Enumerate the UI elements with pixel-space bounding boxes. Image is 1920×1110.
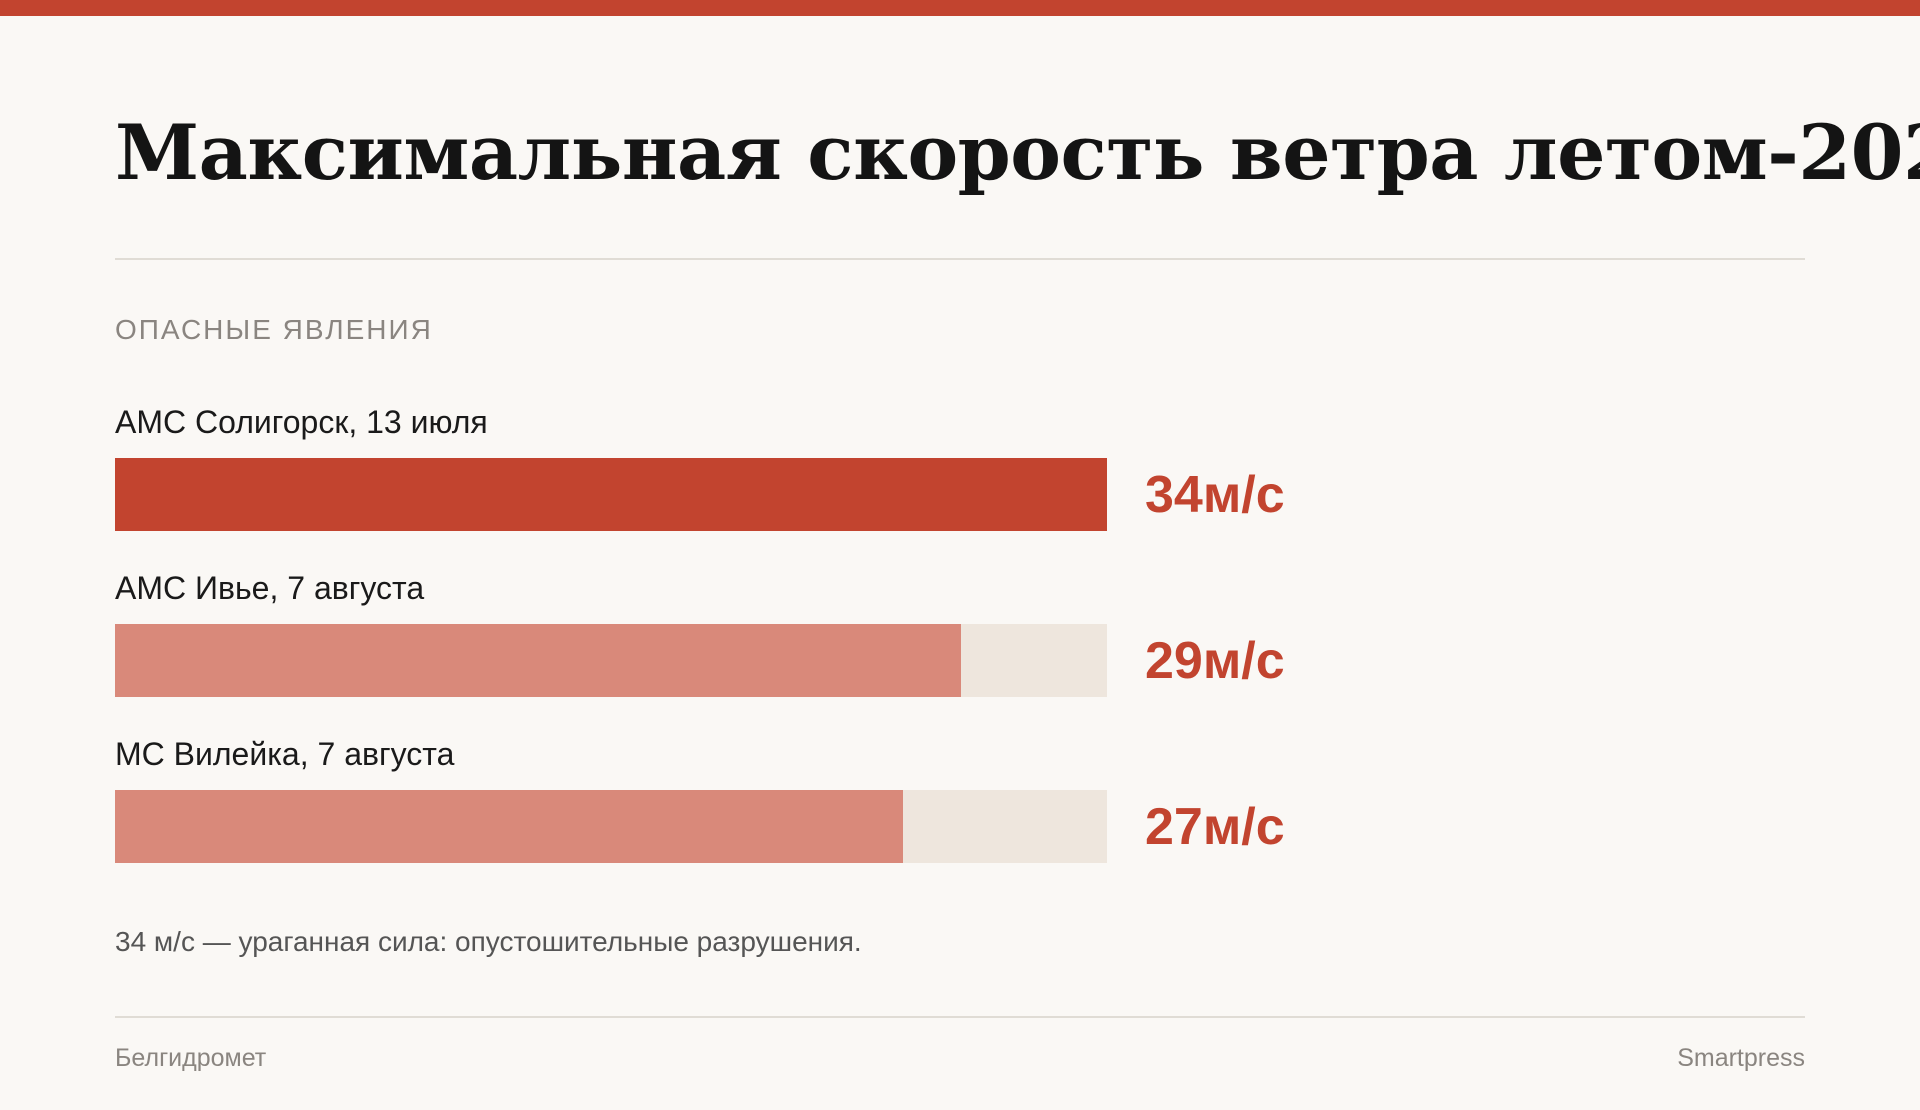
divider-bottom bbox=[115, 1016, 1805, 1018]
chart-title: Максимальная скорость ветра летом-2026 bbox=[115, 108, 1920, 197]
bar-category-label: АМС Ивье, 7 августа bbox=[115, 570, 425, 606]
bar-track bbox=[115, 624, 1107, 697]
brand-credit: Smartpress bbox=[1677, 1044, 1805, 1072]
section-label: ОПАСНЫЕ ЯВЛЕНИЯ bbox=[115, 314, 433, 345]
bar-value-label: 29м/с bbox=[1145, 632, 1285, 690]
source-credit: Белгидромет bbox=[115, 1044, 267, 1072]
bar-row: МС Вилейка, 7 августа 27м/с bbox=[115, 734, 1515, 894]
top-accent-bar bbox=[0, 0, 1920, 16]
bar-row: АМС Ивье, 7 августа 29м/с bbox=[115, 568, 1515, 728]
bar-track bbox=[115, 458, 1107, 531]
bar-category-label: МС Вилейка, 7 августа bbox=[115, 736, 455, 772]
footnote: 34 м/с — ураганная сила: опустошительные… bbox=[115, 926, 862, 957]
bar-value-label: 27м/с bbox=[1145, 798, 1285, 856]
bar-track bbox=[115, 790, 1107, 863]
divider-top bbox=[115, 258, 1805, 260]
bar-row: АМС Солигорск, 13 июля 34м/с bbox=[115, 402, 1515, 562]
bar-category-label: АМС Солигорск, 13 июля bbox=[115, 404, 488, 440]
bar bbox=[115, 790, 903, 863]
bar-value-label: 34м/с bbox=[1145, 466, 1285, 524]
bar bbox=[115, 624, 961, 697]
bar bbox=[115, 458, 1107, 531]
